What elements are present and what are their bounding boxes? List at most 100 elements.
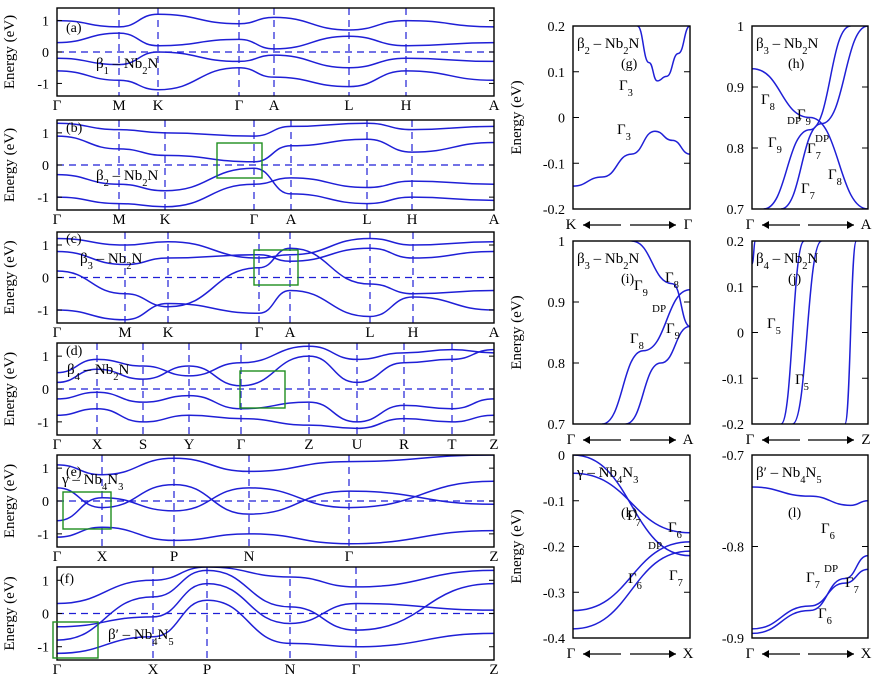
y-tick-label: 0.9 [548, 296, 566, 311]
y-tick-label: 1 [42, 239, 49, 254]
irrep-label: Γ9 [634, 278, 648, 299]
band-line [57, 135, 494, 163]
kpoint-label: H [407, 212, 418, 228]
y-tick-label: -0.3 [543, 586, 565, 601]
irrep-label: Γ6 [821, 521, 835, 542]
plot-frame [572, 454, 691, 639]
kpoint-label: Z [489, 549, 498, 565]
band-line [57, 480, 494, 522]
kpoint-label: X [97, 549, 108, 565]
panel-title: β3 – Nb2N [80, 251, 142, 272]
kpoint-label: Γ [53, 662, 62, 678]
irrep-label: Γ5 [795, 372, 809, 393]
y-tick-label: -0.2 [543, 203, 565, 218]
band-line [57, 51, 494, 69]
kpoint-label: A [285, 325, 296, 341]
right-arrowhead [847, 650, 854, 658]
y-tick-label: 0 [558, 449, 565, 464]
y-tick-label: -0.8 [722, 541, 744, 556]
kpoint-label: K [160, 212, 171, 228]
x-end-label: X [861, 646, 872, 662]
bands [57, 122, 494, 208]
band-line [57, 247, 494, 266]
y-tick-label: 0 [42, 608, 49, 623]
right-arrowhead [669, 436, 676, 444]
x-start-label: Γ [567, 646, 576, 662]
left-arrowhead [762, 436, 769, 444]
irrep-label: Γ9 [768, 135, 782, 156]
band-line [57, 13, 494, 31]
kpoint-label: Z [489, 662, 498, 678]
x-start-label: Γ [746, 217, 755, 233]
kpoint-label: L [365, 325, 374, 341]
irrep-label: Γ7 [627, 508, 641, 529]
y-tick-label: 0.2 [548, 20, 566, 35]
y-tick-label: 0 [42, 383, 49, 398]
irrep-label: Γ7 [801, 181, 815, 202]
irrep-label: Γ8 [828, 167, 842, 188]
panel-title: β3 – Nb2N [577, 251, 639, 272]
kpoint-label: P [203, 662, 211, 678]
panel-title: β2 – Nb2N [96, 168, 158, 189]
left-arrowhead [583, 436, 590, 444]
panel-label: (f) [60, 572, 74, 587]
panel-b: 1 0 -1 Γ M K Γ A L H A Energy (eV) (b) β2 – Nb2N [2, 119, 500, 228]
left-arrowhead [583, 650, 590, 658]
panel-title: γ – Nb4N3 [61, 472, 123, 493]
kpoint-label: H [401, 98, 412, 114]
band-line [57, 391, 494, 423]
panel-label: (k) [621, 506, 638, 521]
y-tick-label: 0 [42, 272, 49, 287]
band-line [57, 345, 494, 377]
y-tick-label: 1 [42, 350, 49, 365]
kpoint-label: Γ [237, 437, 246, 453]
band-line [752, 554, 868, 635]
panel-title: β′ – Nb4N5 [108, 627, 174, 648]
irrep-label: Γ3 [619, 78, 633, 99]
panel-j: 0.2 0.1 0 -0.1 -0.2Γ Zβ4 – Nb2N(j) Γ5 Γ5 [722, 235, 871, 448]
irrep-label: Γ8 [665, 270, 679, 291]
bands [57, 13, 494, 91]
x-end-label: X [683, 646, 694, 662]
y-tick-label: -0.4 [543, 632, 565, 647]
y-tick-label: 1 [558, 235, 565, 250]
band-line [57, 247, 494, 308]
kpoint-label: M [112, 98, 125, 114]
kpoint-label: X [92, 437, 103, 453]
irrep-label: Γ6 [628, 571, 642, 592]
x-end-label: A [683, 432, 694, 448]
kpoint-label: Γ [53, 212, 62, 228]
y-axis-label: Energy (eV) [2, 128, 18, 202]
zoom-region-box [52, 621, 99, 659]
bands [752, 486, 868, 635]
panel-label: (j) [788, 272, 802, 287]
y-tick-label: 1 [42, 15, 49, 30]
band-line [625, 325, 690, 424]
y-tick-label: -0.1 [722, 372, 744, 387]
bands [573, 26, 690, 187]
x-start-label: Γ [567, 432, 576, 448]
panel-label: (h) [788, 57, 805, 72]
irrep-label: Γ9 [797, 107, 811, 128]
band-line [763, 26, 851, 209]
band-line [573, 130, 690, 187]
y-tick-label: 1 [42, 462, 49, 477]
y-axis-label: Energy (eV) [509, 295, 525, 369]
y-tick-label: 1 [42, 574, 49, 589]
y-tick-label: 0.8 [548, 357, 566, 372]
dirac-point-label: DP [652, 303, 666, 315]
irrep-label: Γ7 [806, 570, 820, 591]
kpoint-label: N [244, 549, 255, 565]
kpoint-label: M [112, 212, 125, 228]
band-line [57, 237, 494, 259]
y-tick-label: -0.1 [543, 495, 565, 510]
band-line [57, 407, 494, 430]
left-arrowhead [583, 221, 590, 229]
panel-title: β′ – Nb4N5 [756, 465, 822, 486]
y-axis-label: Energy (eV) [509, 509, 525, 583]
right-arrowhead [669, 650, 676, 658]
panel-label: (d) [66, 344, 83, 359]
bands [573, 455, 690, 630]
